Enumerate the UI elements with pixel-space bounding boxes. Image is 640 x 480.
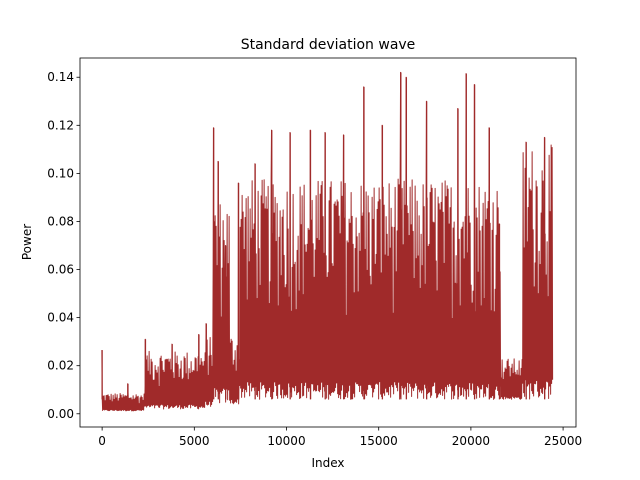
x-tick-label: 20000 [452, 434, 490, 448]
series-line-0 [101, 71, 554, 412]
chart-title: Standard deviation wave [241, 37, 416, 53]
y-tick-label: 0.00 [47, 407, 74, 421]
y-tick-label: 0.10 [47, 166, 74, 180]
plot-frame [79, 57, 577, 428]
y-tick-label: 0.06 [47, 263, 74, 277]
x-tick-label: 0 [98, 434, 106, 448]
y-tick-label: 0.14 [47, 70, 74, 84]
x-tick-label: 25000 [544, 434, 582, 448]
y-tick-label: 0.12 [47, 118, 74, 132]
x-axis-label: Index [311, 456, 344, 470]
y-tick-label: 0.04 [47, 311, 74, 325]
y-tick-label: 0.08 [47, 214, 74, 228]
x-tick-label: 5000 [179, 434, 210, 448]
y-axis-label: Power [20, 224, 34, 260]
x-tick-label: 10000 [267, 434, 305, 448]
y-tick-label: 0.02 [47, 359, 74, 373]
x-tick-label: 15000 [360, 434, 398, 448]
